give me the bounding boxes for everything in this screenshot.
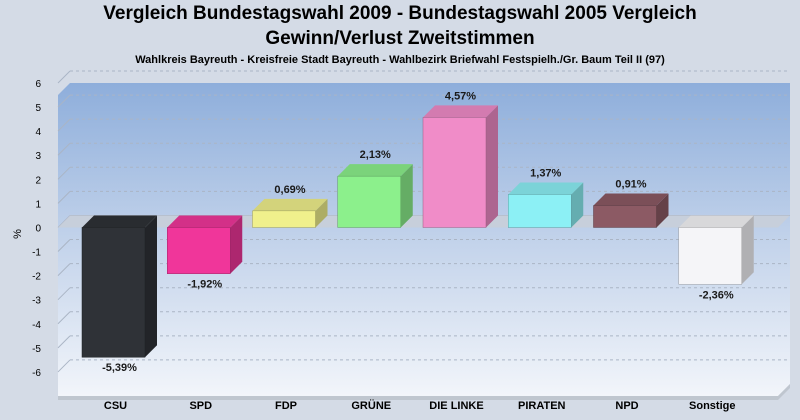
y-axis-ticks: 6 5 4 3 2 1 0 -1 -2 -3 -4 -5 -6 xyxy=(32,79,41,379)
x-category-label: Sonstige xyxy=(689,400,735,412)
y-tick-label: 5 xyxy=(35,103,41,114)
y-tick-label: -3 xyxy=(32,296,41,307)
gridline-diagonal xyxy=(57,311,71,325)
y-tick-label: -2 xyxy=(32,272,41,283)
y-tick-label: -5 xyxy=(32,344,41,355)
bar-front xyxy=(81,227,146,358)
bar-npd: 0,91% xyxy=(593,179,669,228)
y-tick-label: 6 xyxy=(35,79,41,90)
bar-top xyxy=(593,193,669,206)
y-tick-label: -4 xyxy=(32,320,41,331)
bar-front xyxy=(337,175,401,228)
gridline-diagonal xyxy=(57,191,71,204)
y-tick-label: 3 xyxy=(35,151,41,162)
bar-front xyxy=(678,227,742,285)
y-tick-label: 1 xyxy=(35,199,41,210)
bar-side xyxy=(145,215,157,358)
chart-subtitle: Wahlkreis Bayreuth - Kreisfreie Stadt Ba… xyxy=(135,54,665,66)
y-axis-label: % xyxy=(12,229,24,239)
gridline-diagonal xyxy=(57,142,71,156)
bar-top xyxy=(508,182,584,195)
x-axis-categories: CSU SPD FDP GRÜNE DIE LINKE PIRATEN NPD Sonstig… xyxy=(104,399,736,412)
bar-front xyxy=(422,117,487,228)
x-category-label: PIRATEN xyxy=(518,400,566,412)
bar-front xyxy=(508,194,572,228)
bar-fdp: 0,69% xyxy=(252,184,328,228)
chart-title: Vergleich Bundestagswahl 2009 - Bundesta… xyxy=(103,3,697,24)
x-category-label: GRÜNE xyxy=(351,399,391,412)
bar-csu: -5,39% xyxy=(81,215,157,374)
x-category-label: DIE LINKE xyxy=(429,400,483,412)
bar-top xyxy=(252,198,328,211)
y-tick-label: 2 xyxy=(35,175,41,186)
x-category-label: CSU xyxy=(104,400,127,412)
data-label: -1,92% xyxy=(187,279,222,291)
y-tick-label: -1 xyxy=(32,248,41,259)
gridline-diagonal xyxy=(57,263,71,276)
bar-top xyxy=(678,215,754,228)
bar-die-linke: 4,57% xyxy=(422,90,498,228)
data-label: -5,39% xyxy=(102,362,137,374)
data-label: 1,37% xyxy=(530,167,561,179)
gridline-diagonal xyxy=(57,70,71,84)
y-tick-label: 0 xyxy=(35,223,41,234)
gridline-diagonal xyxy=(57,239,71,252)
bar-front xyxy=(167,227,231,274)
bar-spd: -1,92% xyxy=(167,215,243,291)
bar-side xyxy=(656,193,669,228)
bar-side xyxy=(230,215,243,274)
bar-side xyxy=(741,215,754,285)
y-tick-label: 4 xyxy=(35,127,41,138)
plot-floor xyxy=(58,384,790,400)
bars: -5,39% -1,92% 0,69% 2,13% 4,57% 1,37% 0,91% -2,… xyxy=(81,90,754,374)
x-category-label: FDP xyxy=(275,400,297,412)
gridline-diagonal xyxy=(57,166,71,180)
bar-side xyxy=(571,182,584,228)
data-label: 0,69% xyxy=(274,184,305,196)
x-category-label: SPD xyxy=(189,400,212,412)
data-label: 2,13% xyxy=(360,149,391,161)
gridline-diagonal xyxy=(57,287,71,301)
bar-top xyxy=(337,164,413,177)
y-tick-label: -6 xyxy=(32,368,41,379)
bar-piraten: 1,37% xyxy=(508,167,584,228)
bar-side xyxy=(315,198,328,228)
bar-grüne: 2,13% xyxy=(337,149,413,228)
data-label: 0,91% xyxy=(615,179,646,191)
data-label: 4,57% xyxy=(445,90,476,102)
gridline-diagonal xyxy=(57,359,71,373)
data-label: -2,36% xyxy=(699,289,734,301)
bar-top xyxy=(423,105,498,118)
gridline-diagonal xyxy=(57,118,71,132)
x-category-label: NPD xyxy=(615,400,638,412)
gridline-diagonal xyxy=(57,94,71,108)
chart-title-line-2: Gewinn/Verlust Zweitstimmen xyxy=(265,28,535,49)
bar-top xyxy=(167,215,243,228)
bar-front xyxy=(593,205,657,228)
bar-side xyxy=(400,164,413,228)
bar-sonstige: -2,36% xyxy=(678,215,754,301)
gridline-diagonal xyxy=(57,335,71,349)
bar-front xyxy=(252,210,316,228)
bar-side xyxy=(486,105,498,228)
bar-top xyxy=(82,215,157,228)
